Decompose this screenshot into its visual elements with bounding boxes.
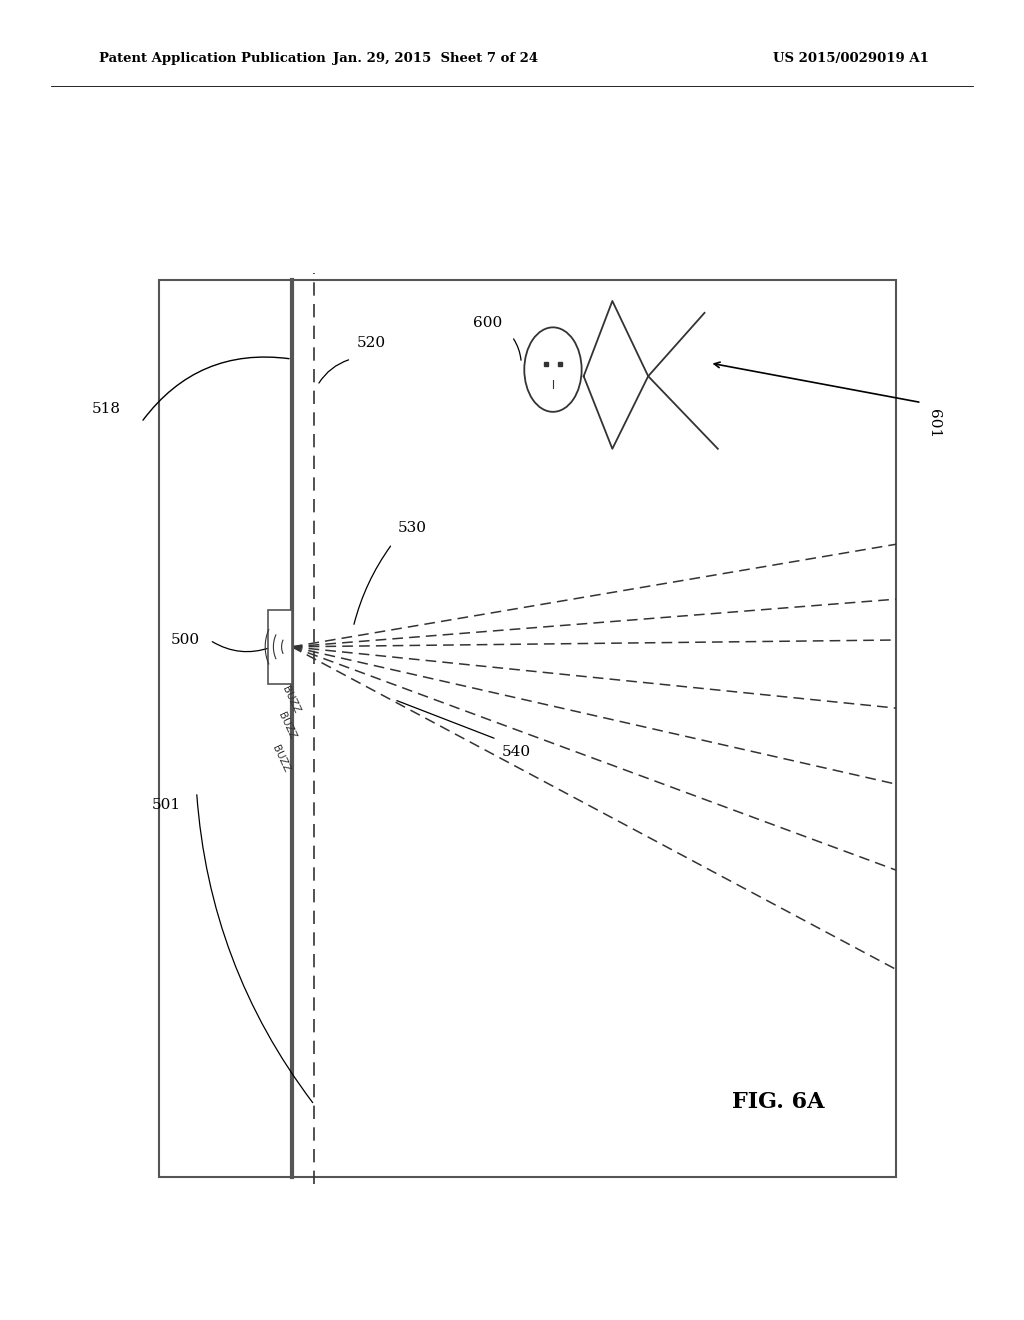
Text: 518: 518 (92, 403, 121, 416)
Text: 500: 500 (171, 634, 200, 647)
Text: Jan. 29, 2015  Sheet 7 of 24: Jan. 29, 2015 Sheet 7 of 24 (333, 51, 538, 65)
Text: BUZZ: BUZZ (270, 744, 291, 774)
Bar (268, 610, 292, 684)
Text: 540: 540 (502, 746, 530, 759)
Text: 501: 501 (153, 799, 181, 812)
Text: 600: 600 (472, 317, 502, 330)
Text: Patent Application Publication: Patent Application Publication (99, 51, 326, 65)
Bar (159, 280, 896, 1177)
Text: 530: 530 (397, 521, 426, 535)
Text: FIG. 6A: FIG. 6A (732, 1092, 824, 1113)
Text: BUZZ: BUZZ (281, 685, 301, 714)
Text: US 2015/0029019 A1: US 2015/0029019 A1 (773, 51, 929, 65)
Text: 601: 601 (927, 409, 941, 438)
Text: BUZZ: BUZZ (276, 711, 297, 741)
Text: 520: 520 (356, 337, 385, 350)
